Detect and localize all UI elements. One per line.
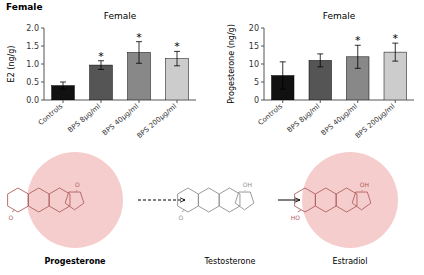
background — [0, 0, 424, 275]
x-tick-label: Controls — [37, 102, 65, 127]
bond — [298, 210, 301, 212]
pathway-arrow — [138, 200, 185, 201]
molecule: OH O Testosterone — [178, 181, 256, 266]
molecule: OH HO Estradiol — [291, 152, 398, 266]
x-tick — [139, 100, 140, 103]
significance-mark: * — [98, 50, 104, 63]
chart-title: Female — [323, 11, 356, 21]
y-tick-label: 5 — [254, 78, 259, 87]
ring — [315, 188, 336, 212]
molecule: O O Progesterone — [8, 152, 123, 266]
ring — [219, 188, 240, 212]
bond — [12, 210, 14, 212]
significance-mark: * — [393, 32, 399, 45]
error-bar — [355, 45, 361, 68]
atom-label: O — [75, 181, 80, 188]
x-tick — [101, 100, 102, 103]
pathway-panel: O O Progesterone OH O Testosterone OH HO Estradi… — [8, 152, 398, 266]
x-tick — [320, 100, 321, 103]
y-tick-label: 0 — [254, 96, 259, 105]
figure-title: Female — [6, 2, 43, 12]
x-tick-label: BPS 8μg/ml — [66, 102, 102, 134]
error-bar — [60, 82, 66, 89]
x-tick-label: BPS 40μg/ml — [101, 102, 140, 137]
x-tick — [63, 100, 64, 103]
y-axis-label: Progesterone (ng/g) — [227, 24, 236, 104]
y-axis — [264, 28, 265, 100]
highlight-circle — [27, 152, 123, 248]
y-tick-label: 0.5 — [26, 78, 39, 87]
x-tick — [177, 100, 178, 103]
error-bar — [280, 62, 286, 89]
x-tick-label: BPS 40μg/ml — [320, 102, 359, 137]
ring — [235, 192, 254, 210]
bar — [90, 65, 113, 100]
bond — [244, 190, 246, 192]
bond — [361, 190, 363, 192]
bond — [76, 190, 78, 191]
x-tick — [395, 100, 396, 103]
significance-mark: * — [355, 34, 361, 47]
atom-label: HO — [291, 214, 301, 221]
x-tick-label: BPS 200μg/ml — [354, 102, 397, 140]
y-tick-label: 15 — [249, 42, 259, 51]
error-bar — [136, 42, 142, 64]
y-axis — [44, 28, 45, 100]
figure: Female Female 0.0 0.5 1.0 1.5 2.0 E2 (ng/g) Cont… — [0, 0, 424, 275]
error-bar — [174, 51, 180, 65]
atom-label: OH — [243, 181, 252, 188]
atom-label: O — [178, 214, 183, 221]
x-tick-label: Controls — [257, 102, 285, 127]
ring — [49, 188, 70, 212]
y-tick-label: 0.0 — [26, 96, 39, 105]
error-bar — [317, 54, 323, 67]
molecule-name: Estradiol — [333, 257, 368, 266]
x-tick-label: BPS 8μg/ml — [286, 102, 322, 134]
x-tick-label: BPS 200μg/ml — [136, 102, 179, 140]
bar-chart: Female 0 5 10 15 20 Progesterone (ng/g) Control… — [227, 11, 414, 140]
atom-label: O — [8, 214, 13, 221]
y-tick-label: 1.5 — [26, 42, 39, 51]
significance-mark: * — [136, 31, 142, 44]
error-bar — [392, 43, 398, 61]
plot-area — [272, 43, 407, 100]
y-axis-label: E2 (ng/g) — [7, 46, 16, 83]
ring — [28, 188, 49, 212]
y-tick-label: 10 — [249, 60, 259, 69]
x-tick — [357, 100, 358, 103]
x-tick — [282, 100, 283, 103]
ring — [352, 192, 371, 210]
plot-area — [52, 42, 189, 100]
y-tick-label: 1.0 — [26, 60, 39, 69]
highlight-circle — [302, 152, 398, 248]
bond — [182, 210, 184, 212]
pathway-arrow — [278, 200, 300, 201]
y-tick-label: 2.0 — [26, 24, 39, 33]
ring — [336, 188, 357, 212]
molecule-name: Testosterone — [204, 257, 256, 266]
y-tick-label: 20 — [249, 24, 259, 33]
bar-chart: Female0.00.51.01.52.0E2 (ng/g)ControlsBP… — [7, 11, 196, 140]
molecule-name: Progesterone — [44, 257, 106, 266]
ring — [65, 192, 84, 210]
ring — [198, 188, 219, 212]
chart-title: Female — [104, 11, 137, 21]
atom-label: OH — [360, 181, 369, 188]
ring — [8, 188, 29, 212]
significance-mark: * — [174, 40, 180, 53]
